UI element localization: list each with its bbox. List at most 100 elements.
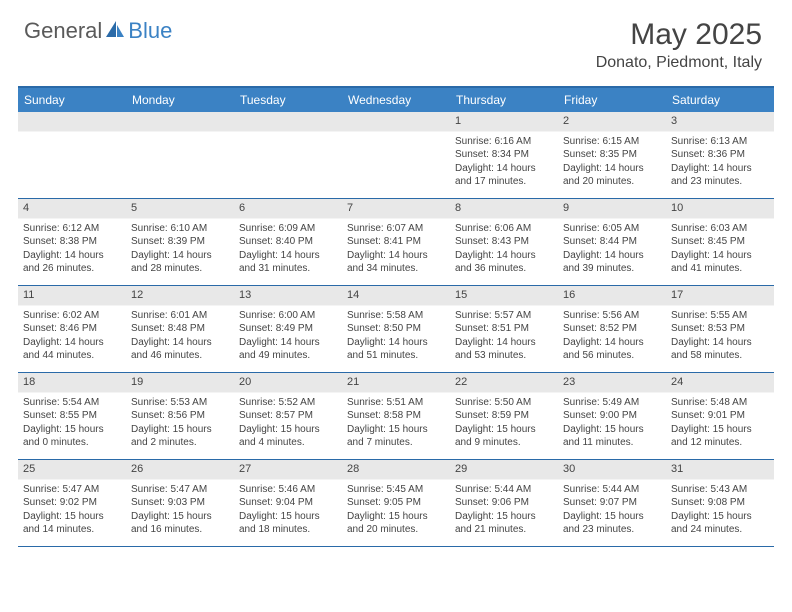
- sunrise-text: Sunrise: 6:06 AM: [455, 222, 553, 236]
- day-content: Sunrise: 6:07 AMSunset: 8:41 PMDaylight:…: [342, 219, 450, 280]
- daylight-text: Daylight: 15 hours and 23 minutes.: [563, 510, 661, 537]
- day-content: Sunrise: 5:56 AMSunset: 8:52 PMDaylight:…: [558, 306, 666, 367]
- day-number: 4: [18, 199, 126, 219]
- calendar: Sunday Monday Tuesday Wednesday Thursday…: [18, 86, 774, 547]
- sunset-text: Sunset: 8:45 PM: [671, 235, 769, 249]
- sunset-text: Sunset: 9:08 PM: [671, 496, 769, 510]
- day-cell: 13Sunrise: 6:00 AMSunset: 8:49 PMDayligh…: [234, 286, 342, 372]
- sunrise-text: Sunrise: 5:44 AM: [563, 483, 661, 497]
- day-number: 29: [450, 460, 558, 480]
- sunrise-text: Sunrise: 5:47 AM: [23, 483, 121, 497]
- sunset-text: Sunset: 8:52 PM: [563, 322, 661, 336]
- day-cell: 18Sunrise: 5:54 AMSunset: 8:55 PMDayligh…: [18, 373, 126, 459]
- week-row: 11Sunrise: 6:02 AMSunset: 8:46 PMDayligh…: [18, 286, 774, 373]
- day-number: 2: [558, 112, 666, 132]
- sunset-text: Sunset: 8:46 PM: [23, 322, 121, 336]
- week-row: 25Sunrise: 5:47 AMSunset: 9:02 PMDayligh…: [18, 460, 774, 547]
- daylight-text: Daylight: 15 hours and 24 minutes.: [671, 510, 769, 537]
- logo: General Blue: [24, 18, 172, 44]
- daylight-text: Daylight: 15 hours and 4 minutes.: [239, 423, 337, 450]
- day-content: Sunrise: 5:47 AMSunset: 9:02 PMDaylight:…: [18, 480, 126, 541]
- day-number: 14: [342, 286, 450, 306]
- day-number: 10: [666, 199, 774, 219]
- sunset-text: Sunset: 8:39 PM: [131, 235, 229, 249]
- sunset-text: Sunset: 8:58 PM: [347, 409, 445, 423]
- day-number: [126, 112, 234, 132]
- day-number: 27: [234, 460, 342, 480]
- day-number: 18: [18, 373, 126, 393]
- day-cell: [342, 112, 450, 198]
- day-content: Sunrise: 5:57 AMSunset: 8:51 PMDaylight:…: [450, 306, 558, 367]
- daylight-text: Daylight: 14 hours and 20 minutes.: [563, 162, 661, 189]
- day-content: Sunrise: 5:51 AMSunset: 8:58 PMDaylight:…: [342, 393, 450, 454]
- day-content: Sunrise: 5:50 AMSunset: 8:59 PMDaylight:…: [450, 393, 558, 454]
- sunrise-text: Sunrise: 5:50 AM: [455, 396, 553, 410]
- daylight-text: Daylight: 15 hours and 9 minutes.: [455, 423, 553, 450]
- sunrise-text: Sunrise: 5:57 AM: [455, 309, 553, 323]
- sunset-text: Sunset: 8:56 PM: [131, 409, 229, 423]
- day-content: Sunrise: 5:55 AMSunset: 8:53 PMDaylight:…: [666, 306, 774, 367]
- location: Donato, Piedmont, Italy: [596, 54, 762, 72]
- day-cell: 28Sunrise: 5:45 AMSunset: 9:05 PMDayligh…: [342, 460, 450, 546]
- sunrise-text: Sunrise: 5:54 AM: [23, 396, 121, 410]
- day-cell: 24Sunrise: 5:48 AMSunset: 9:01 PMDayligh…: [666, 373, 774, 459]
- day-cell: 29Sunrise: 5:44 AMSunset: 9:06 PMDayligh…: [450, 460, 558, 546]
- daylight-text: Daylight: 14 hours and 44 minutes.: [23, 336, 121, 363]
- day-number: 5: [126, 199, 234, 219]
- sunrise-text: Sunrise: 6:00 AM: [239, 309, 337, 323]
- day-content: Sunrise: 6:13 AMSunset: 8:36 PMDaylight:…: [666, 132, 774, 193]
- sunset-text: Sunset: 8:41 PM: [347, 235, 445, 249]
- logo-text-general: General: [24, 18, 102, 44]
- day-cell: 31Sunrise: 5:43 AMSunset: 9:08 PMDayligh…: [666, 460, 774, 546]
- day-cell: 21Sunrise: 5:51 AMSunset: 8:58 PMDayligh…: [342, 373, 450, 459]
- sunrise-text: Sunrise: 5:46 AM: [239, 483, 337, 497]
- day-number: 8: [450, 199, 558, 219]
- day-content: Sunrise: 6:15 AMSunset: 8:35 PMDaylight:…: [558, 132, 666, 193]
- day-header-tue: Tuesday: [234, 88, 342, 112]
- day-header-mon: Monday: [126, 88, 234, 112]
- daylight-text: Daylight: 15 hours and 20 minutes.: [347, 510, 445, 537]
- logo-sail-icon: [104, 19, 126, 44]
- day-cell: 23Sunrise: 5:49 AMSunset: 9:00 PMDayligh…: [558, 373, 666, 459]
- day-cell: 7Sunrise: 6:07 AMSunset: 8:41 PMDaylight…: [342, 199, 450, 285]
- daylight-text: Daylight: 14 hours and 41 minutes.: [671, 249, 769, 276]
- daylight-text: Daylight: 15 hours and 2 minutes.: [131, 423, 229, 450]
- sunset-text: Sunset: 8:50 PM: [347, 322, 445, 336]
- day-cell: 3Sunrise: 6:13 AMSunset: 8:36 PMDaylight…: [666, 112, 774, 198]
- day-cell: [18, 112, 126, 198]
- day-cell: 4 Sunrise: 6:12 AMSunset: 8:38 PMDaylight…: [18, 199, 126, 285]
- day-cell: 15Sunrise: 5:57 AMSunset: 8:51 PMDayligh…: [450, 286, 558, 372]
- day-content: Sunrise: 5:54 AMSunset: 8:55 PMDaylight:…: [18, 393, 126, 454]
- daylight-text: Daylight: 15 hours and 12 minutes.: [671, 423, 769, 450]
- sunrise-text: Sunrise: 6:13 AM: [671, 135, 769, 149]
- day-cell: 1Sunrise: 6:16 AMSunset: 8:34 PMDaylight…: [450, 112, 558, 198]
- daylight-text: Daylight: 14 hours and 36 minutes.: [455, 249, 553, 276]
- sunrise-text: Sunrise: 5:47 AM: [131, 483, 229, 497]
- sunrise-text: Sunrise: 5:53 AM: [131, 396, 229, 410]
- sunrise-text: Sunrise: 6:07 AM: [347, 222, 445, 236]
- day-cell: 27Sunrise: 5:46 AMSunset: 9:04 PMDayligh…: [234, 460, 342, 546]
- day-content: Sunrise: 5:44 AMSunset: 9:06 PMDaylight:…: [450, 480, 558, 541]
- day-cell: 5Sunrise: 6:10 AMSunset: 8:39 PMDaylight…: [126, 199, 234, 285]
- sunset-text: Sunset: 9:06 PM: [455, 496, 553, 510]
- daylight-text: Daylight: 14 hours and 23 minutes.: [671, 162, 769, 189]
- day-content: Sunrise: 6:06 AMSunset: 8:43 PMDaylight:…: [450, 219, 558, 280]
- day-cell: 22Sunrise: 5:50 AMSunset: 8:59 PMDayligh…: [450, 373, 558, 459]
- sunset-text: Sunset: 9:07 PM: [563, 496, 661, 510]
- day-number: 20: [234, 373, 342, 393]
- day-number: 3: [666, 112, 774, 132]
- day-cell: 17Sunrise: 5:55 AMSunset: 8:53 PMDayligh…: [666, 286, 774, 372]
- sunrise-text: Sunrise: 5:52 AM: [239, 396, 337, 410]
- sunset-text: Sunset: 8:38 PM: [23, 235, 121, 249]
- day-number: 22: [450, 373, 558, 393]
- daylight-text: Daylight: 14 hours and 58 minutes.: [671, 336, 769, 363]
- day-cell: 30Sunrise: 5:44 AMSunset: 9:07 PMDayligh…: [558, 460, 666, 546]
- sunset-text: Sunset: 8:57 PM: [239, 409, 337, 423]
- sunrise-text: Sunrise: 6:10 AM: [131, 222, 229, 236]
- sunrise-text: Sunrise: 6:12 AM: [23, 222, 121, 236]
- sunset-text: Sunset: 9:01 PM: [671, 409, 769, 423]
- daylight-text: Daylight: 14 hours and 53 minutes.: [455, 336, 553, 363]
- day-cell: 6Sunrise: 6:09 AMSunset: 8:40 PMDaylight…: [234, 199, 342, 285]
- daylight-text: Daylight: 14 hours and 26 minutes.: [23, 249, 121, 276]
- sunset-text: Sunset: 8:59 PM: [455, 409, 553, 423]
